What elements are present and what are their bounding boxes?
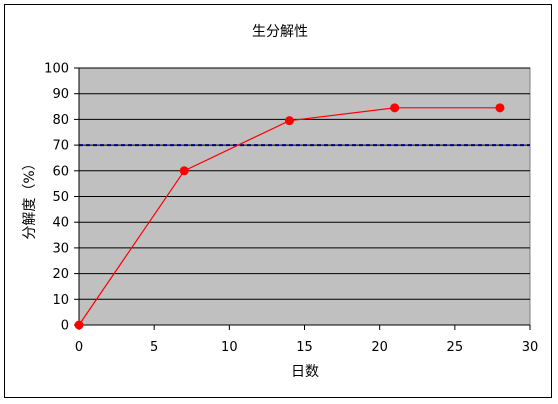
- y-tick-label: 50: [52, 190, 69, 205]
- y-tick-label: 90: [52, 87, 69, 102]
- data-point: [284, 116, 294, 126]
- axes: 0 10 20 30 40 50 60 70 80 90 100 0 5 10 15 20 25 30: [44, 62, 538, 356]
- x-tick-label: 30: [522, 340, 539, 355]
- grid-lines: [79, 67, 530, 300]
- y-tick-label: 80: [52, 113, 69, 128]
- x-tick-label: 15: [296, 340, 313, 355]
- y-tick-label: 10: [52, 293, 69, 308]
- x-tick-label: 20: [371, 340, 388, 355]
- data-point: [74, 320, 84, 330]
- y-tick-label: 0: [61, 319, 69, 334]
- series-layer: [74, 103, 505, 330]
- data-point: [179, 166, 189, 176]
- y-tick-label: 100: [44, 62, 69, 77]
- y-tick-label: 40: [52, 216, 69, 231]
- y-axis-label: 分解度（%）: [22, 156, 38, 239]
- data-point: [390, 103, 400, 113]
- y-tick-label: 20: [52, 267, 69, 282]
- y-tick-label: 30: [52, 241, 69, 256]
- x-tick-label: 5: [150, 340, 158, 355]
- data-point: [495, 103, 505, 113]
- x-axis-label: 日数: [291, 364, 319, 380]
- x-tick-label: 25: [447, 340, 464, 355]
- x-tick-label: 0: [75, 340, 83, 355]
- x-tick-label: 10: [221, 340, 238, 355]
- chart-title: 生分解性: [252, 24, 308, 40]
- y-tick-label: 70: [52, 139, 69, 154]
- y-tick-label: 60: [52, 164, 69, 179]
